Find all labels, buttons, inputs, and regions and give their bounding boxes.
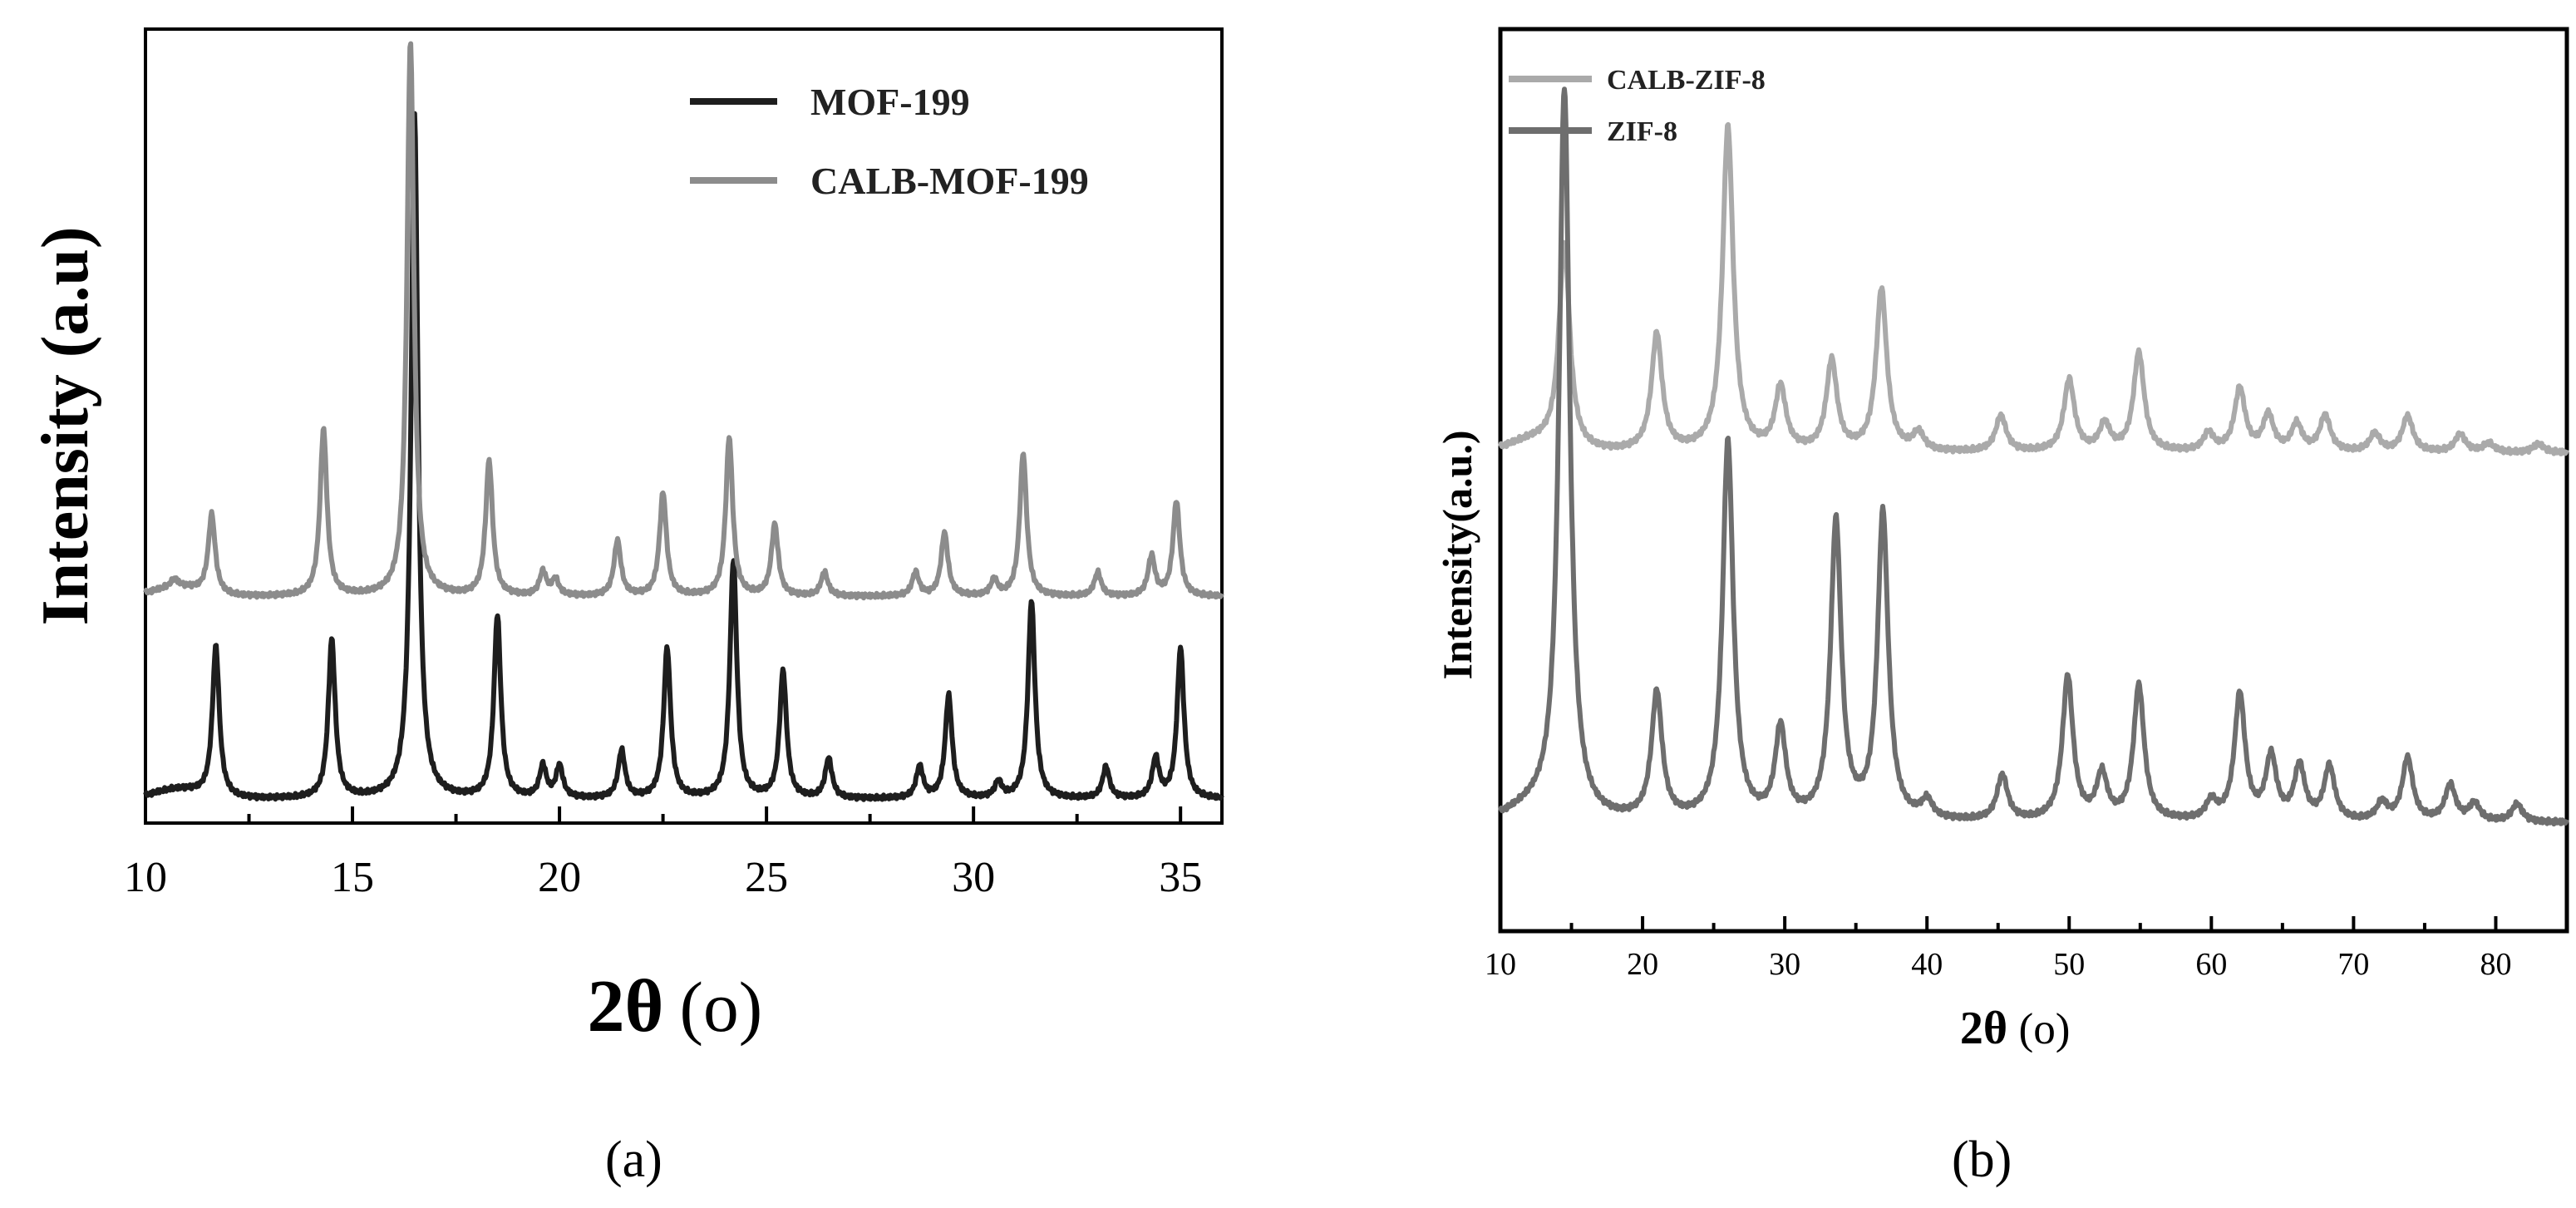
chart-a: 10 15 20 25 30 35 2θ (o) Intensity (a.u) MOF-199 C… <box>29 27 1224 1048</box>
x-tick-label: 60 <box>2195 947 2227 982</box>
caption-b: (b) <box>1952 1132 2012 1188</box>
x-tick-label: 15 <box>331 854 374 901</box>
x-tick-label: 50 <box>2053 947 2085 982</box>
panel-a: 10 15 20 25 30 35 2θ (o) Intensity (a.u) MOF-199 C… <box>0 0 1263 1208</box>
x-tick-label: 40 <box>1911 947 1943 982</box>
legend-label: MOF-199 <box>810 81 970 123</box>
legend-label: CALB-ZIF-8 <box>1607 65 1766 96</box>
x-tick-label: 30 <box>1769 947 1800 982</box>
x-tick-label: 70 <box>2337 947 2369 982</box>
chart-b: 10 20 30 40 50 60 70 80 2θ (o) Intensity(a.u.) CALB… <box>1434 27 2569 1054</box>
series-0 <box>143 111 1224 802</box>
legend-label: CALB-MOF-199 <box>810 160 1089 202</box>
x-axis-label: 2θ <box>1960 1003 2007 1054</box>
plot-frame <box>1498 27 2569 934</box>
legend: MOF-199 CALB-MOF-199 <box>690 81 1089 202</box>
series-1 <box>143 41 1224 601</box>
y-axis-label: Intensity (a.u) <box>29 226 102 625</box>
series-0 <box>1498 121 2569 456</box>
x-tick-label: 30 <box>952 854 995 901</box>
x-tick-label: 20 <box>538 854 581 901</box>
x-tick-label: 10 <box>124 854 167 901</box>
x-ticks: 10 20 30 40 50 60 70 80 <box>1485 916 2511 982</box>
x-tick-label: 10 <box>1485 947 1516 982</box>
series-line-1 <box>1498 86 2569 827</box>
series-line-1 <box>143 41 1224 601</box>
legend: CALB-ZIF-8 ZIF-8 <box>1509 65 1766 147</box>
series-1 <box>1498 86 2569 827</box>
plot-frame <box>144 27 1224 825</box>
x-tick-label: 35 <box>1159 854 1202 901</box>
x-tick-label: 25 <box>745 854 788 901</box>
x-axis-unit: (o) <box>2019 1004 2071 1053</box>
y-axis-label: Intensity(a.u.) <box>1434 430 1480 679</box>
caption-a: (a) <box>605 1132 662 1188</box>
series-line-0 <box>1498 121 2569 456</box>
x-axis-label: 2θ <box>588 965 664 1048</box>
series-line-0 <box>143 111 1224 802</box>
x-tick-label: 80 <box>2480 947 2511 982</box>
x-ticks: 10 15 20 25 30 35 <box>124 806 1202 901</box>
x-axis-unit: (o) <box>680 969 763 1047</box>
panel-b: 10 20 30 40 50 60 70 80 2θ (o) Intensity(a.u.) CALB… <box>1280 0 2576 1208</box>
legend-label: ZIF-8 <box>1607 116 1677 147</box>
x-tick-label: 20 <box>1627 947 1658 982</box>
